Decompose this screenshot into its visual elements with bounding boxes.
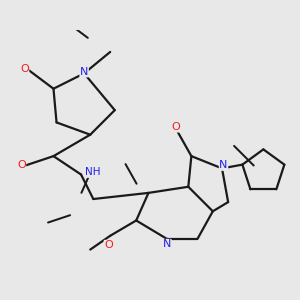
Text: O: O	[172, 122, 180, 132]
Text: N: N	[80, 67, 88, 77]
Text: N: N	[163, 239, 171, 249]
Text: O: O	[104, 240, 113, 250]
Text: O: O	[17, 160, 26, 170]
Text: N: N	[219, 160, 228, 170]
Text: NH: NH	[85, 167, 100, 177]
Text: O: O	[20, 64, 29, 74]
